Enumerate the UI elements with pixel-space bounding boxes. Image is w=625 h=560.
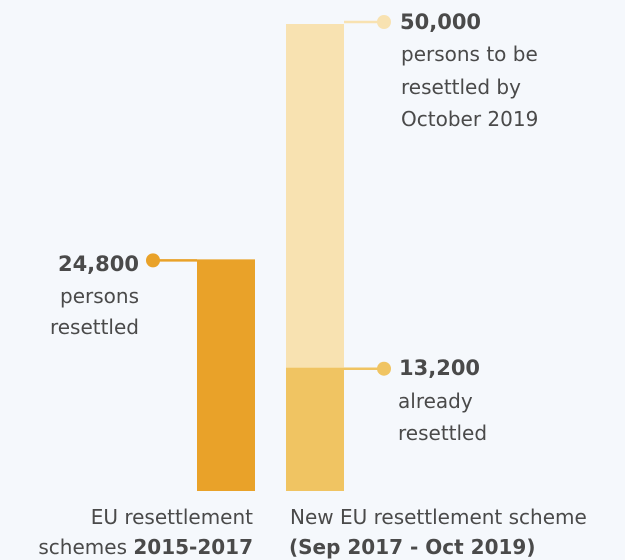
desc-label-24800-line2: resettled (50, 315, 139, 339)
category-label-0-years: 2015-2017 (133, 535, 253, 559)
desc-label-50000-line2: resettled by (401, 75, 521, 99)
desc-label-24800-line1: persons (60, 284, 139, 308)
category-label-1-line2: (Sep 2017 - Oct 2019) (289, 535, 535, 559)
category-label-0-line1: EU resettlement (91, 505, 253, 529)
marker-dot-24800 (146, 253, 160, 268)
category-label-0-prefix: schemes (38, 535, 133, 559)
value-label-13200: 13,200 (399, 356, 480, 380)
category-label-1-line1: New EU resettlement scheme (290, 505, 587, 529)
bar-eu-schemes-2015-2017 (197, 259, 255, 491)
desc-label-50000-line1: persons to be (401, 42, 538, 66)
desc-label-50000-line3: October 2019 (401, 107, 538, 131)
marker-dot-13200 (377, 361, 391, 376)
value-label-24800: 24,800 (58, 252, 139, 276)
desc-label-13200-line2: resettled (398, 421, 487, 445)
desc-label-13200-line1: already (398, 389, 473, 413)
category-label-0-line2: schemes 2015-2017 (38, 535, 253, 559)
marker-dot-50000 (377, 15, 391, 29)
value-label-50000: 50,000 (400, 10, 481, 34)
bar-new-scheme-resettled (286, 367, 344, 491)
